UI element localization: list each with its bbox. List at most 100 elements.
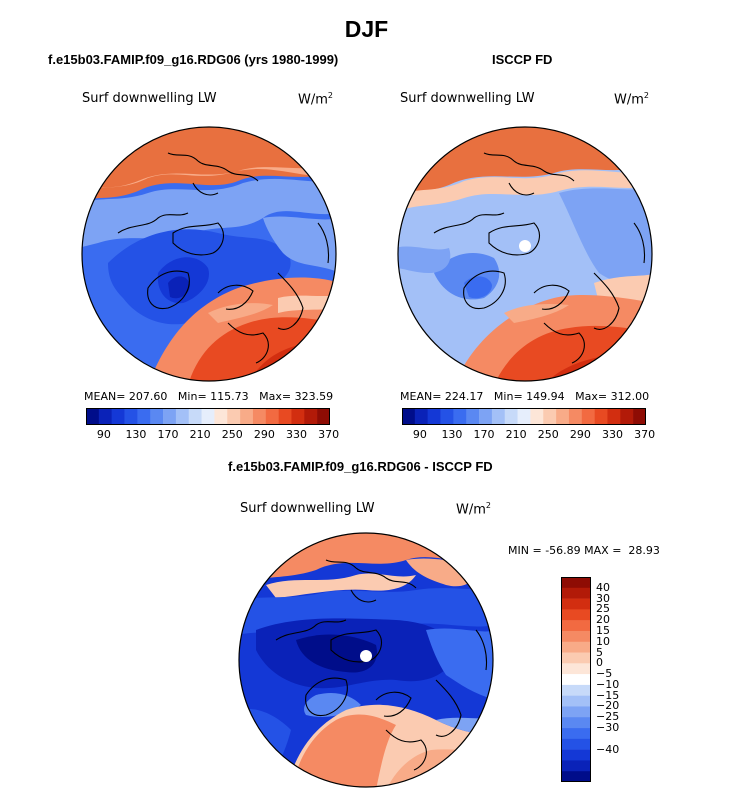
colorbar-swatch	[561, 652, 591, 664]
colorbar-swatch	[137, 408, 151, 425]
diff-variable-label: Surf downwelling LW	[240, 501, 375, 516]
colorbar-swatch	[265, 408, 279, 425]
colorbar-swatch	[561, 728, 591, 740]
diff-panel-title: f.e15b03.FAMIP.f09_g16.RDG06 - ISCCP FD	[228, 459, 493, 474]
model-units-label: W/m2	[298, 91, 333, 108]
colorbar-swatch	[111, 408, 125, 425]
colorbar-swatch	[491, 408, 506, 425]
model-variable-label: Surf downwelling LW	[82, 91, 217, 106]
colorbar-tick-label: 210	[189, 428, 211, 441]
colorbar-swatch	[594, 408, 608, 425]
pole-mask	[360, 650, 372, 662]
diff-colorbar-labels: 40 30 25 20 15 10 5 0 −5 −10 −15 −20 −25 −30 −40	[596, 577, 636, 782]
colorbar-tick-label: 170	[157, 428, 179, 441]
model-coastlines	[117, 152, 330, 364]
colorbar-tick-label: 250	[221, 428, 243, 441]
colorbar-swatch	[214, 408, 228, 425]
colorbar-swatch	[556, 408, 570, 425]
colorbar-swatch	[98, 408, 112, 425]
diff-coastlines	[275, 559, 488, 771]
colorbar-tick-label: 130	[441, 428, 463, 441]
colorbar-label: −15	[596, 688, 620, 702]
colorbar-swatch	[561, 577, 591, 589]
colorbar-label: 0	[596, 656, 603, 670]
colorbar-swatch	[561, 706, 591, 718]
colorbar-label: −10	[596, 677, 620, 691]
colorbar-swatch	[201, 408, 215, 425]
colorbar-tick-label: 330	[285, 428, 307, 441]
colorbar-swatch	[561, 684, 591, 696]
colorbar-tick-label: 130	[125, 428, 147, 441]
colorbar-label: 20	[596, 613, 610, 627]
colorbar-swatch	[561, 663, 591, 675]
colorbar-swatch	[427, 408, 441, 425]
colorbar-label: 25	[596, 602, 610, 616]
colorbar-swatch	[124, 408, 138, 425]
diff-units-label: W/m2	[456, 501, 491, 518]
colorbar-tick-label: 250	[537, 428, 559, 441]
diff-stats: MIN = -56.89 MAX = 28.93	[508, 544, 660, 557]
model-colorbar	[86, 408, 330, 425]
colorbar-border	[86, 408, 330, 425]
colorbar-swatch	[561, 587, 591, 599]
colorbar-swatch	[561, 771, 591, 782]
colorbar-label: 5	[596, 645, 603, 659]
colorbar-swatch	[561, 641, 591, 653]
diff-polar-map	[238, 532, 494, 788]
page-title: DJF	[344, 16, 389, 42]
colorbar-swatch	[517, 408, 531, 425]
colorbar-label: 40	[596, 580, 610, 594]
colorbar-swatch	[291, 408, 305, 425]
model-colorbar-ticks: 90 130 170 210 250 290 330 370	[86, 428, 339, 442]
colorbar-swatch	[466, 408, 480, 425]
colorbar-border	[402, 408, 646, 425]
obs-stats: MEAN= 224.17 Min= 149.94 Max= 312.00	[400, 390, 650, 403]
colorbar-swatch	[561, 760, 591, 772]
diff-colorbar	[561, 577, 591, 782]
colorbar-swatch	[543, 408, 557, 425]
colorbar-swatch	[607, 408, 621, 425]
colorbar-swatch	[150, 408, 164, 425]
colorbar-swatch	[440, 408, 454, 425]
colorbar-swatch	[479, 408, 493, 425]
colorbar-label: −30	[596, 721, 620, 735]
colorbar-tick-label: 370	[318, 428, 340, 441]
colorbar-swatch	[304, 408, 318, 425]
colorbar-border	[561, 577, 591, 782]
obs-panel-title: ISCCP FD	[492, 52, 553, 67]
obs-colorbar-ticks: 90 130 170 210 250 290 330 370	[402, 428, 655, 442]
colorbar-tick-label: 90	[412, 428, 427, 441]
colorbar-swatch	[530, 408, 544, 425]
colorbar-label: 10	[596, 634, 610, 648]
colorbar-swatch	[561, 749, 591, 761]
obs-variable-label: Surf downwelling LW	[400, 91, 535, 106]
colorbar-swatch	[453, 408, 467, 425]
model-stats: MEAN= 207.60 Min= 115.73 Max= 323.59	[84, 390, 334, 403]
colorbar-swatch	[402, 408, 416, 425]
obs-polar-map	[397, 126, 653, 382]
model-panel-title: f.e15b03.FAMIP.f09_g16.RDG06 (yrs 1980-1…	[48, 52, 339, 67]
colorbar-swatch	[561, 674, 591, 686]
colorbar-tick-label: 170	[473, 428, 495, 441]
colorbar-swatch	[561, 630, 591, 643]
colorbar-swatch	[86, 408, 100, 425]
model-polar-map	[81, 126, 337, 382]
colorbar-swatch	[620, 408, 634, 425]
colorbar-swatch	[561, 598, 591, 610]
colorbar-swatch	[561, 738, 591, 750]
colorbar-swatch	[561, 717, 591, 729]
colorbar-label: −20	[596, 699, 620, 713]
colorbar-swatch	[227, 408, 241, 425]
colorbar-label: −40	[596, 742, 620, 756]
obs-coastlines	[433, 152, 646, 364]
colorbar-label: −25	[596, 710, 620, 724]
colorbar-swatch	[175, 408, 190, 425]
colorbar-swatch	[561, 609, 591, 621]
colorbar-tick-label: 370	[634, 428, 656, 441]
colorbar-swatch	[581, 408, 595, 425]
colorbar-swatch	[561, 620, 591, 632]
colorbar-swatch	[633, 408, 646, 425]
colorbar-swatch	[561, 695, 591, 707]
colorbar-tick-label: 290	[569, 428, 591, 441]
obs-units-label: W/m2	[614, 91, 649, 108]
